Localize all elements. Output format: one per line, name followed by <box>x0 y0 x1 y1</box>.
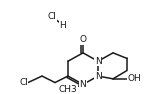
Text: Cl: Cl <box>48 12 56 21</box>
Text: Cl: Cl <box>19 78 28 87</box>
Text: OH: OH <box>127 74 141 83</box>
Text: O: O <box>80 35 86 44</box>
Text: N: N <box>95 57 101 66</box>
Text: N: N <box>80 80 86 89</box>
Text: CH3: CH3 <box>59 85 77 94</box>
Text: N: N <box>95 72 101 81</box>
Text: H: H <box>60 21 66 30</box>
